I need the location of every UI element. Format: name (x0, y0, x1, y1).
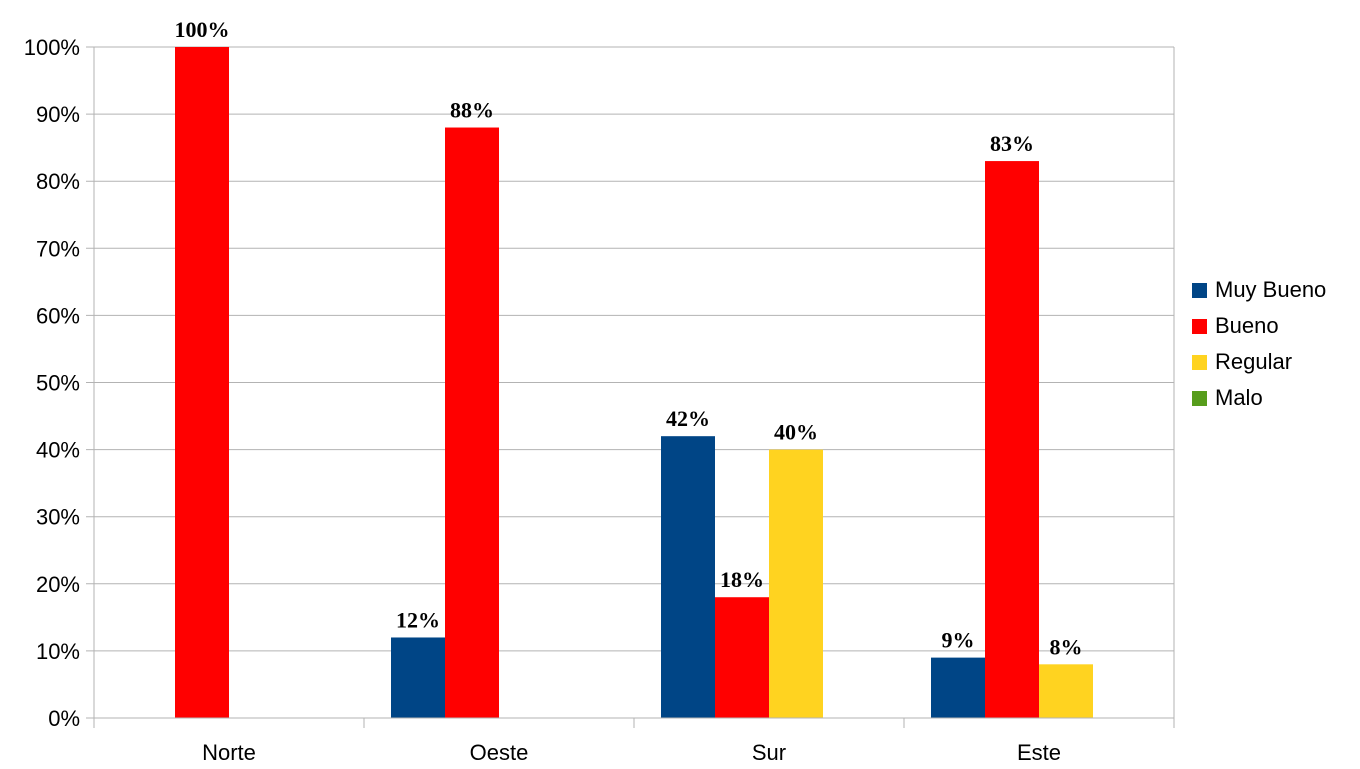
y-tick-label: 40% (36, 438, 80, 463)
y-tick-label: 20% (36, 572, 80, 597)
data-label: 40% (774, 420, 818, 445)
data-label: 42% (666, 406, 710, 431)
data-label: 12% (396, 607, 440, 632)
data-label: 88% (450, 98, 494, 123)
bar (661, 436, 715, 718)
legend-item: Bueno (1192, 308, 1326, 344)
y-tick-label: 50% (36, 371, 80, 396)
y-tick-label: 30% (36, 505, 80, 530)
bar (769, 449, 823, 718)
legend-label: Regular (1215, 349, 1293, 374)
data-label: 8% (1050, 634, 1083, 659)
bar (175, 47, 229, 718)
legend-item: Muy Bueno (1192, 272, 1326, 308)
legend-swatch (1192, 390, 1207, 406)
legend-label: Bueno (1215, 313, 1279, 338)
legend-label: Muy Bueno (1215, 277, 1327, 302)
x-category-label: Norte (202, 740, 256, 765)
bar (931, 657, 985, 718)
x-category-label: Sur (752, 740, 786, 765)
bar (985, 161, 1039, 718)
legend-label: Malo (1215, 385, 1263, 410)
data-label: 18% (720, 567, 764, 592)
data-label: 100% (175, 17, 230, 42)
bar (1039, 664, 1093, 718)
y-tick-label: 100% (24, 35, 80, 60)
y-tick-label: 10% (36, 639, 80, 664)
bar (445, 127, 499, 718)
y-tick-label: 80% (36, 169, 80, 194)
chart-legend: Muy Bueno Bueno Regular Malo (1192, 272, 1326, 416)
y-tick-label: 60% (36, 303, 80, 328)
bar (715, 597, 769, 718)
data-label: 83% (990, 131, 1034, 156)
y-tick-label: 90% (36, 102, 80, 127)
legend-item: Malo (1192, 380, 1326, 416)
y-tick-label: 0% (48, 706, 80, 731)
data-label: 9% (942, 628, 975, 653)
legend-item: Regular (1192, 344, 1326, 380)
legend-swatch (1192, 318, 1207, 334)
x-category-label: Este (1017, 740, 1061, 765)
x-category-label: Oeste (470, 740, 529, 765)
bar (391, 637, 445, 718)
legend-swatch (1192, 282, 1207, 298)
y-tick-label: 70% (36, 236, 80, 261)
legend-swatch (1192, 354, 1207, 370)
